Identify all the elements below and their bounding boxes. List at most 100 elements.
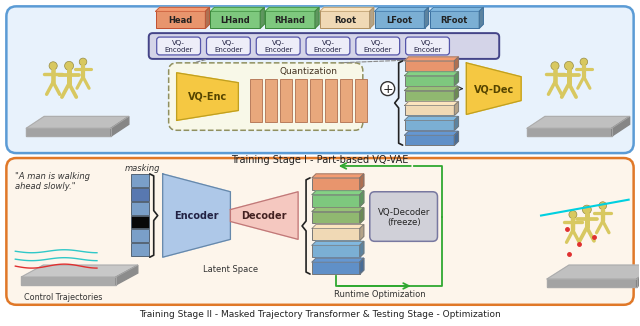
Text: Runtime Optimization: Runtime Optimization — [334, 290, 426, 299]
Bar — [404, 135, 454, 145]
Polygon shape — [360, 174, 364, 190]
Polygon shape — [404, 57, 458, 61]
Bar — [131, 174, 148, 187]
Text: Control Trajectories: Control Trajectories — [24, 293, 102, 302]
Bar — [340, 79, 352, 122]
Text: LHand: LHand — [221, 16, 250, 25]
Polygon shape — [315, 7, 319, 28]
Polygon shape — [21, 277, 116, 285]
Polygon shape — [404, 131, 458, 135]
Polygon shape — [26, 116, 129, 128]
Bar — [312, 212, 360, 224]
Text: Encoder: Encoder — [413, 47, 442, 53]
Bar — [295, 79, 307, 122]
Text: masking: masking — [125, 164, 161, 173]
Bar — [429, 11, 479, 28]
Text: VQ-Enc: VQ-Enc — [188, 92, 227, 102]
Circle shape — [569, 211, 577, 218]
Polygon shape — [454, 116, 458, 130]
Text: RFoot: RFoot — [441, 16, 468, 25]
Text: RHand: RHand — [275, 16, 306, 25]
Bar — [250, 79, 262, 122]
Polygon shape — [454, 57, 458, 71]
Bar — [265, 79, 277, 122]
Bar — [404, 76, 454, 86]
Text: VQ-: VQ- — [172, 40, 185, 46]
FancyBboxPatch shape — [370, 192, 438, 241]
Polygon shape — [21, 265, 138, 277]
Text: Encoder: Encoder — [164, 47, 193, 53]
FancyBboxPatch shape — [256, 37, 300, 55]
Bar — [131, 230, 148, 242]
Bar — [375, 11, 424, 28]
FancyBboxPatch shape — [406, 37, 449, 55]
Text: VQ-: VQ- — [222, 40, 235, 46]
Text: Latent Space: Latent Space — [203, 265, 258, 274]
Bar — [312, 178, 360, 190]
Bar — [131, 243, 148, 256]
Text: Encoder: Encoder — [174, 211, 219, 221]
Polygon shape — [360, 225, 364, 240]
Bar — [320, 11, 370, 28]
Polygon shape — [360, 258, 364, 274]
FancyBboxPatch shape — [169, 63, 363, 130]
Polygon shape — [360, 241, 364, 257]
Text: Training Stage I - Part-based VQ-VAE: Training Stage I - Part-based VQ-VAE — [231, 155, 409, 165]
Circle shape — [79, 58, 87, 66]
Polygon shape — [612, 116, 630, 136]
Polygon shape — [404, 72, 458, 76]
Polygon shape — [404, 87, 458, 91]
Polygon shape — [177, 73, 238, 120]
Polygon shape — [637, 265, 640, 287]
Polygon shape — [205, 7, 209, 28]
Polygon shape — [312, 174, 364, 178]
Polygon shape — [26, 128, 111, 136]
Polygon shape — [375, 7, 429, 11]
Text: +: + — [382, 82, 393, 96]
Bar — [404, 91, 454, 100]
Bar — [131, 188, 148, 201]
Polygon shape — [312, 225, 364, 229]
Polygon shape — [163, 174, 230, 257]
Bar — [325, 79, 337, 122]
Polygon shape — [467, 63, 521, 114]
Text: VQ-: VQ- — [371, 40, 384, 46]
Text: Encoder: Encoder — [314, 47, 342, 53]
Text: Root: Root — [334, 16, 356, 25]
Bar — [404, 61, 454, 71]
Polygon shape — [370, 7, 374, 28]
FancyBboxPatch shape — [207, 37, 250, 55]
Bar — [355, 79, 367, 122]
Polygon shape — [312, 191, 364, 195]
Polygon shape — [424, 7, 429, 28]
Bar — [310, 79, 322, 122]
Text: "A man is walking
ahead slowly.": "A man is walking ahead slowly." — [15, 172, 90, 191]
Text: Encoder: Encoder — [364, 47, 392, 53]
Polygon shape — [404, 101, 458, 106]
Polygon shape — [454, 72, 458, 86]
Circle shape — [65, 61, 74, 70]
Bar — [280, 79, 292, 122]
Text: LFoot: LFoot — [387, 16, 413, 25]
Circle shape — [49, 62, 57, 70]
Bar — [131, 215, 148, 229]
Polygon shape — [360, 208, 364, 224]
Polygon shape — [360, 191, 364, 207]
Bar — [404, 106, 454, 115]
Polygon shape — [265, 7, 319, 11]
Text: Encoder: Encoder — [264, 47, 292, 53]
Polygon shape — [479, 7, 483, 28]
Bar — [131, 202, 148, 215]
Polygon shape — [230, 192, 298, 239]
Text: VQ-Dec: VQ-Dec — [474, 84, 514, 94]
Polygon shape — [454, 87, 458, 100]
Polygon shape — [527, 128, 612, 136]
Circle shape — [580, 58, 588, 66]
Polygon shape — [211, 7, 264, 11]
Circle shape — [564, 61, 573, 70]
Polygon shape — [116, 265, 138, 285]
Polygon shape — [547, 279, 637, 287]
Text: VQ-: VQ- — [421, 40, 434, 46]
Circle shape — [582, 205, 591, 214]
Bar — [312, 195, 360, 207]
